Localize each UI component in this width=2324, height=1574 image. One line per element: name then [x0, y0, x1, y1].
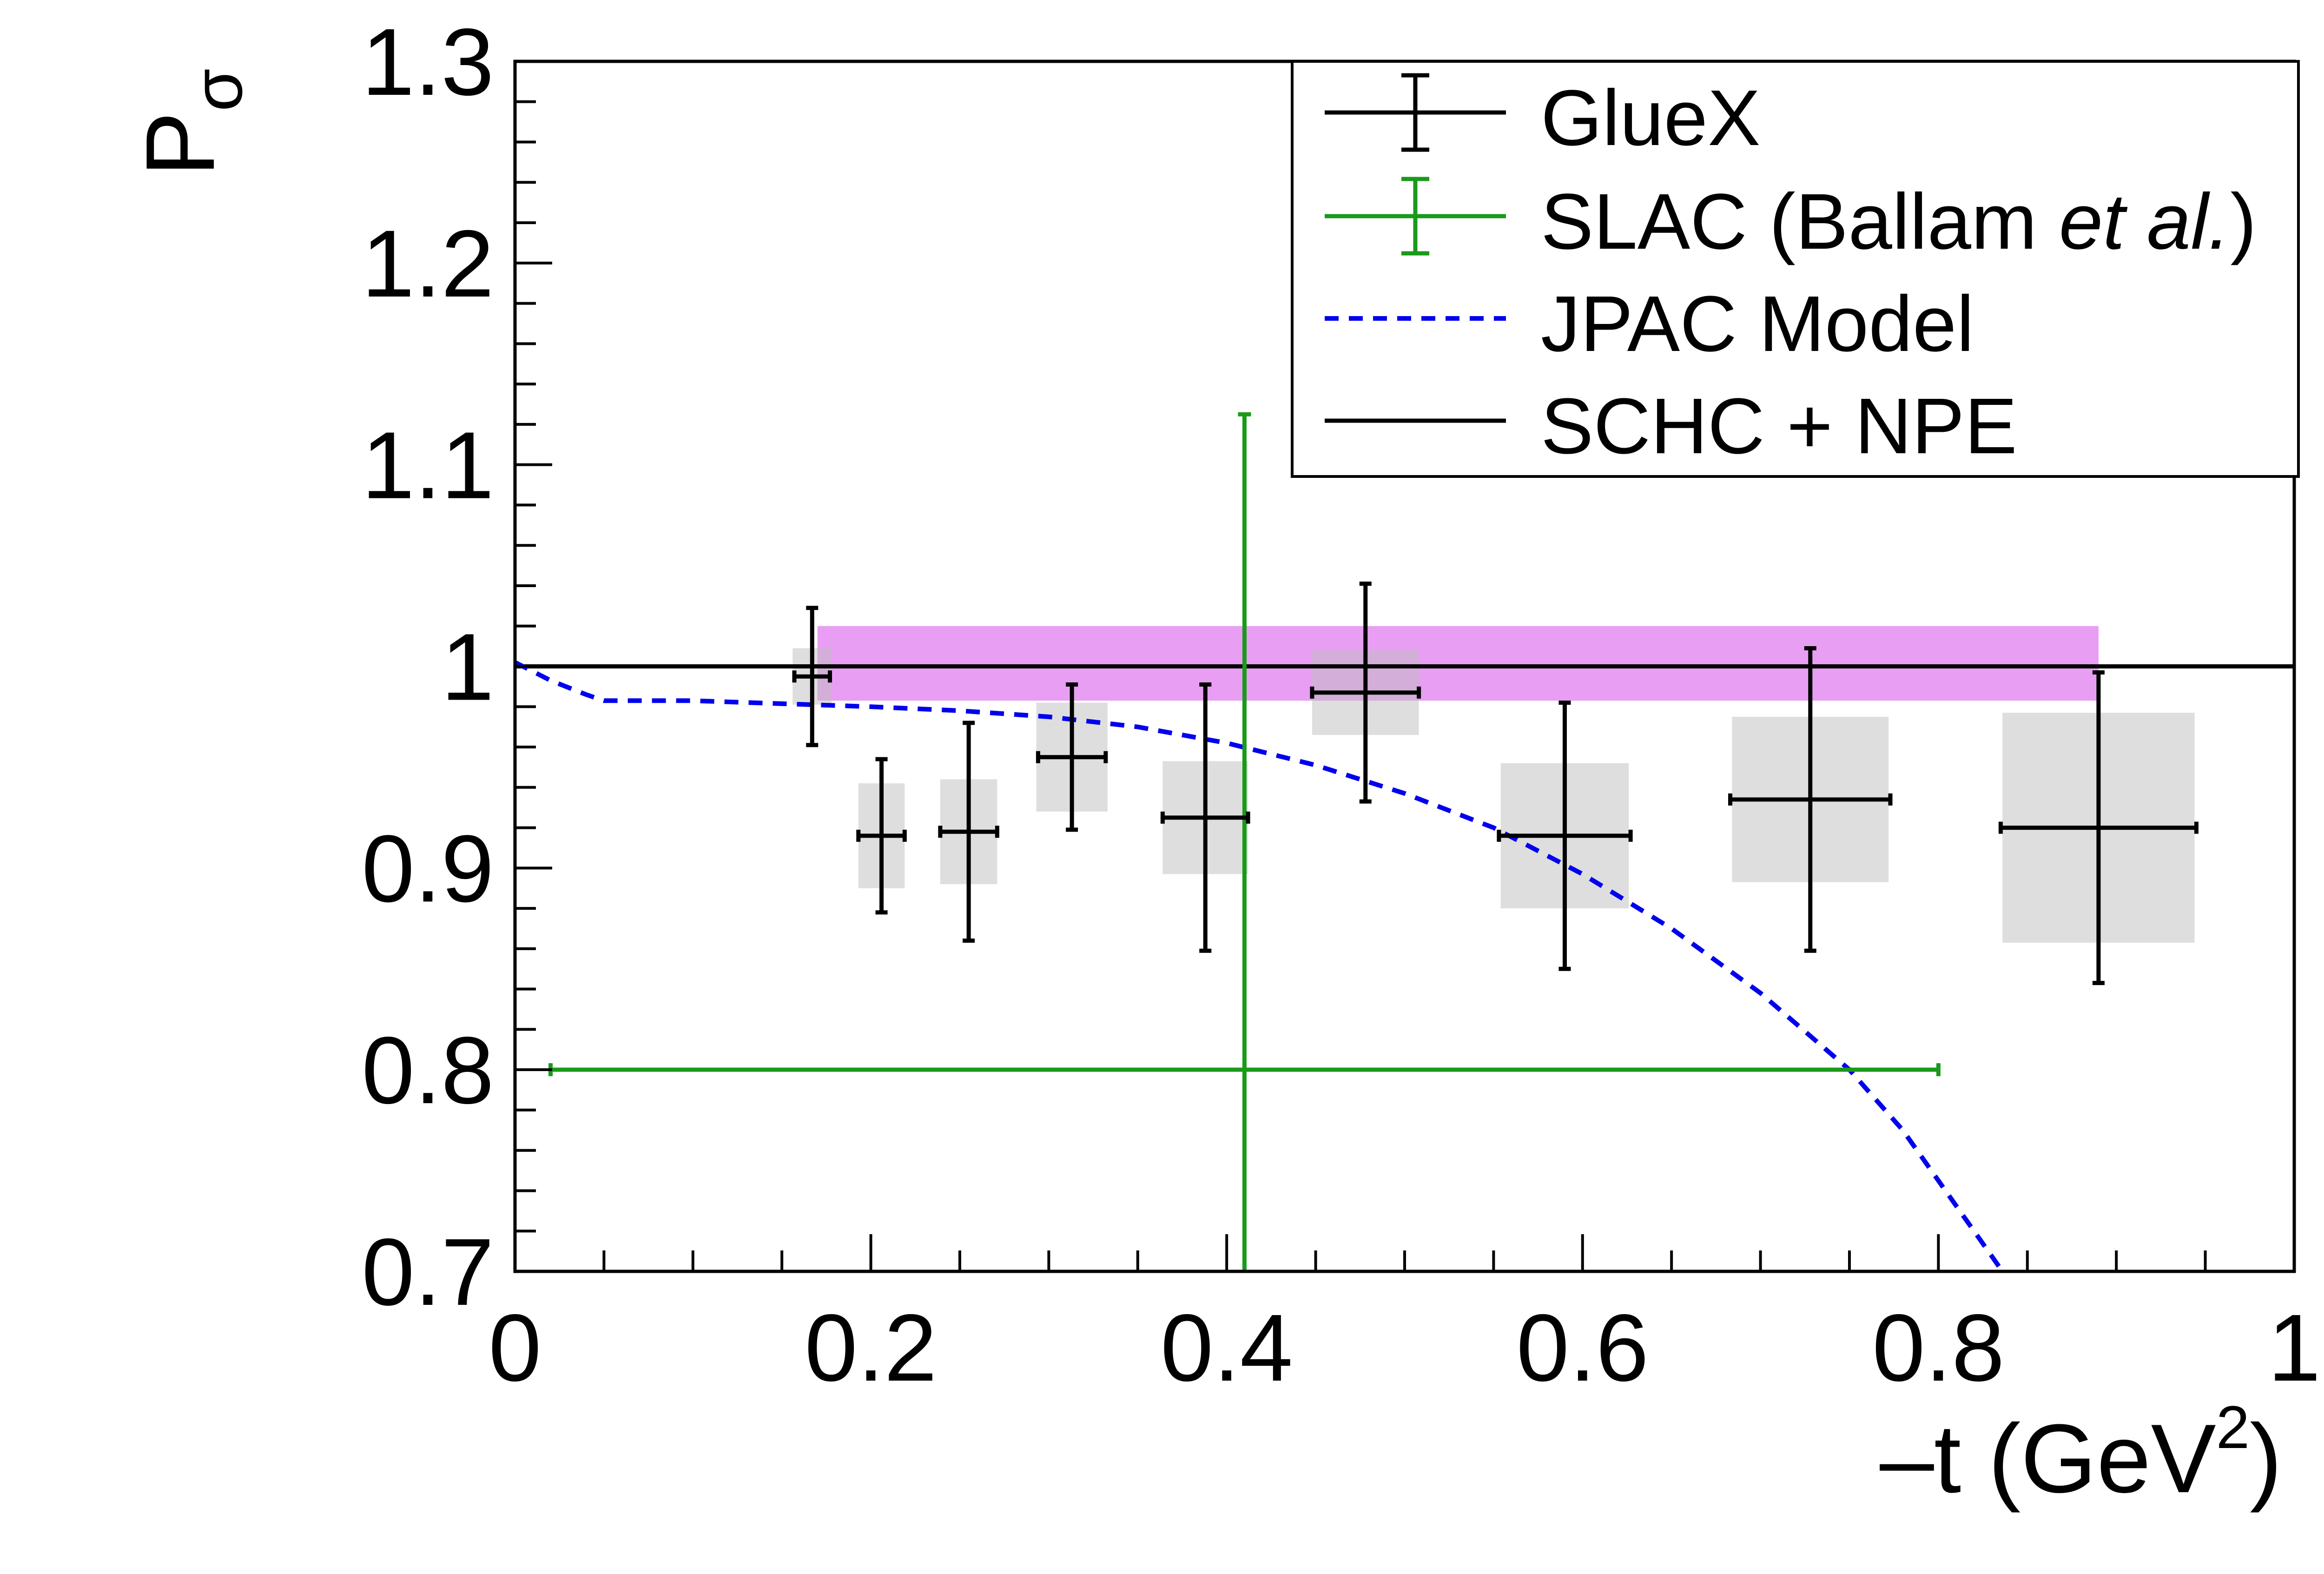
x-tick-label: 0 — [489, 1295, 541, 1401]
y-tick-label: 0.8 — [362, 1017, 494, 1124]
x-tick-label: 0.4 — [1161, 1295, 1293, 1401]
legend-slac-label-italic: et al. — [2059, 178, 2231, 266]
x-axis-label-close: ) — [2250, 1404, 2282, 1513]
chart: 0 0.2 0.4 0.6 0.8 1 0.7 0.8 0.9 1 1.1 1.2 1.3 –t (Ge… — [0, 0, 2324, 1574]
legend-slac-label-plain: SLAC (Ballam — [1541, 178, 2059, 266]
y-tick-label: 0.9 — [362, 815, 494, 922]
legend-schc-label: SCHC + NPE — [1541, 382, 2017, 470]
x-tick-label: 0.6 — [1516, 1295, 1649, 1401]
x-tick-label: 1 — [2268, 1295, 2321, 1401]
y-tick-label: 1.2 — [362, 211, 494, 317]
legend: GlueX SLAC (Ballam et al.) JPAC Model SC… — [1292, 61, 2298, 476]
legend-gluex-label: GlueX — [1541, 74, 1760, 162]
legend-jpac-label: JPAC Model — [1541, 280, 1974, 368]
x-axis-label-superscript: 2 — [2216, 1393, 2250, 1461]
y-tick-label: 1.3 — [362, 9, 494, 115]
model-uncertainty-band — [818, 626, 2099, 701]
y-tick-label: 1.1 — [362, 412, 494, 519]
y-tick-label: 1 — [441, 614, 494, 721]
x-axis-label-main: –t (GeV — [1880, 1404, 2216, 1513]
y-tick-label: 0.7 — [362, 1219, 494, 1325]
x-tick-label: 0.8 — [1872, 1295, 2005, 1401]
uncertainty-band-layer — [818, 626, 2099, 701]
y-axis-label-main: P — [125, 112, 235, 177]
y-axis-label-subscript: σ — [178, 68, 257, 112]
x-tick-label: 0.2 — [805, 1295, 937, 1401]
legend-slac-label: SLAC (Ballam et al.) — [1541, 178, 2257, 266]
legend-slac-label-tail: ) — [2230, 178, 2257, 266]
